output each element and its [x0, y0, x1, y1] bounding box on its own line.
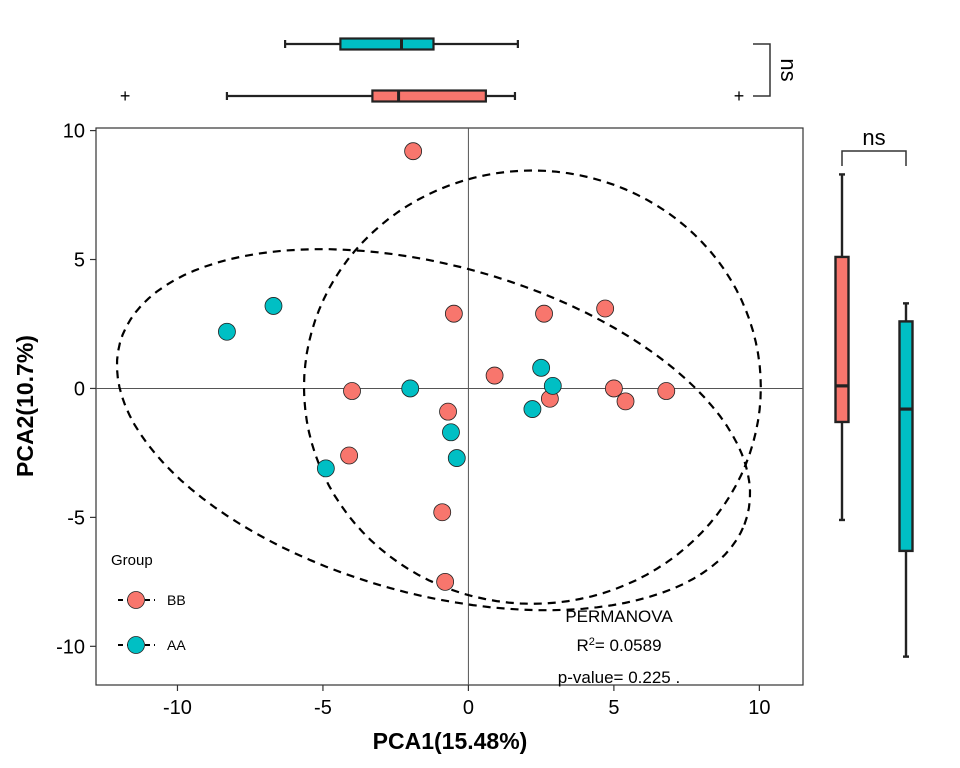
x-tick-label: 0: [463, 697, 474, 719]
x-tick-label: -5: [314, 697, 332, 719]
point-bb: [340, 446, 359, 465]
confidence-ellipses: [115, 169, 762, 612]
r-squared-text: R2= 0.0589: [576, 636, 661, 655]
point-bb: [596, 299, 615, 318]
point-aa: [523, 400, 542, 418]
y-tick-label: 10: [63, 121, 85, 143]
point-aa: [532, 358, 551, 377]
outlier: +: [120, 86, 131, 106]
point-aa: [316, 459, 335, 478]
permanova-title: PERMANOVA: [565, 607, 673, 626]
point-aa: [543, 376, 562, 395]
ellipse-bb: [115, 248, 752, 612]
x-tick-label: 10: [748, 697, 770, 719]
legend: Group BB AA: [111, 552, 186, 654]
legend-label-aa: AA: [167, 637, 186, 653]
point-bb: [535, 304, 553, 323]
y-tick-label: 0: [74, 378, 85, 400]
x-tick-label: 5: [608, 697, 619, 719]
top-marginal-boxplots: + +: [120, 37, 744, 106]
x-axis-title: PCA1(15.48%): [373, 728, 528, 754]
y-tick-label: 5: [74, 250, 85, 272]
point-aa: [401, 379, 420, 398]
top-boxplot-bb: + +: [120, 86, 744, 106]
point-aa: [218, 322, 236, 341]
x-axis: -10 -5 0 5 10: [163, 685, 770, 719]
point-bb: [343, 382, 361, 400]
point-bb: [616, 392, 635, 411]
box: [371, 89, 487, 103]
right-marginal-boxplots: [834, 173, 914, 658]
box: [898, 320, 914, 553]
y-tick-label: -10: [56, 636, 85, 658]
right-boxplot-aa: [898, 302, 914, 658]
y-axis: -10 -5 0 5 10: [56, 121, 96, 658]
right-significance-label: ns: [862, 125, 885, 150]
point-bb: [604, 379, 623, 398]
legend-title: Group: [111, 552, 153, 569]
point-bb: [439, 402, 457, 421]
point-aa: [442, 423, 460, 442]
top-boxplot-aa: [284, 37, 519, 51]
top-significance-bracket: ns: [753, 43, 801, 97]
box: [339, 37, 435, 51]
y-tick-label: -5: [67, 507, 85, 529]
outlier: +: [734, 86, 745, 106]
legend-label-bb: BB: [167, 592, 186, 608]
ellipse-aa: [302, 169, 762, 605]
point-bb: [444, 304, 463, 323]
scatter-points: [218, 142, 676, 591]
legend-key-bb: [127, 591, 145, 609]
point-bb: [436, 572, 455, 591]
permanova-annotation: PERMANOVA R2= 0.0589 p-value= 0.225 .: [558, 607, 680, 687]
x-tick-label: -10: [163, 697, 192, 719]
point-bb: [433, 503, 452, 522]
point-bb: [485, 366, 504, 385]
point-aa: [447, 449, 466, 467]
legend-key-aa: [127, 636, 145, 654]
p-value-text: p-value= 0.225 .: [558, 668, 680, 687]
top-significance-label: ns: [776, 58, 801, 81]
right-significance-bracket: ns: [841, 125, 907, 166]
point-bb: [657, 382, 676, 400]
y-axis-title: PCA2(10.7%): [12, 335, 38, 477]
right-boxplot-bb: [834, 173, 850, 522]
box: [834, 255, 850, 424]
point-bb: [404, 142, 423, 161]
point-aa: [264, 297, 283, 315]
